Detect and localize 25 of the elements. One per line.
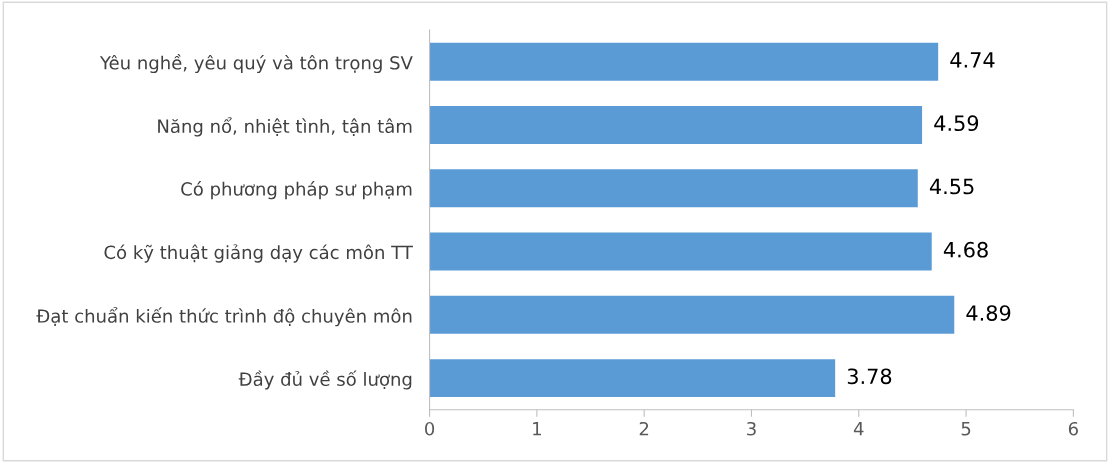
- data-label: 4.68: [943, 241, 988, 258]
- y-tick-label: Có phương pháp sư phạm: [181, 181, 412, 200]
- bar: [429, 232, 932, 271]
- bar: [429, 42, 939, 81]
- x-tick-label: 3: [747, 421, 756, 436]
- data-label: 4.55: [929, 178, 974, 195]
- x-tick-label: 2: [639, 421, 649, 436]
- x-tick-label: 1: [533, 422, 541, 436]
- x-tick-label: 0: [425, 421, 435, 436]
- data-label: 4.59: [934, 115, 979, 132]
- bar: [429, 359, 836, 398]
- bar: [429, 295, 955, 334]
- bar: [429, 169, 918, 208]
- x-tick-label: 4: [853, 422, 864, 436]
- y-tick-label: Năng nổ, nhiệt tình, tận tâm: [158, 117, 412, 137]
- data-label: 3.78: [847, 368, 892, 385]
- x-tick-label: 6: [1068, 421, 1078, 436]
- y-tick-label: Yêu nghề, yêu quý và tôn trọng SV: [99, 54, 413, 74]
- bar: [429, 106, 923, 144]
- x-tick-label: 5: [961, 422, 971, 436]
- data-label: 4.74: [950, 52, 995, 68]
- y-tick-label: Có kỹ thuật giảng dạy các môn TT: [104, 244, 413, 263]
- data-label: 4.89: [966, 305, 1011, 321]
- y-tick-label: Đạt chuẩn kiến thức trình độ chuyên môn: [36, 307, 412, 327]
- y-tick-label: Đầy đủ về số lượng: [238, 370, 412, 390]
